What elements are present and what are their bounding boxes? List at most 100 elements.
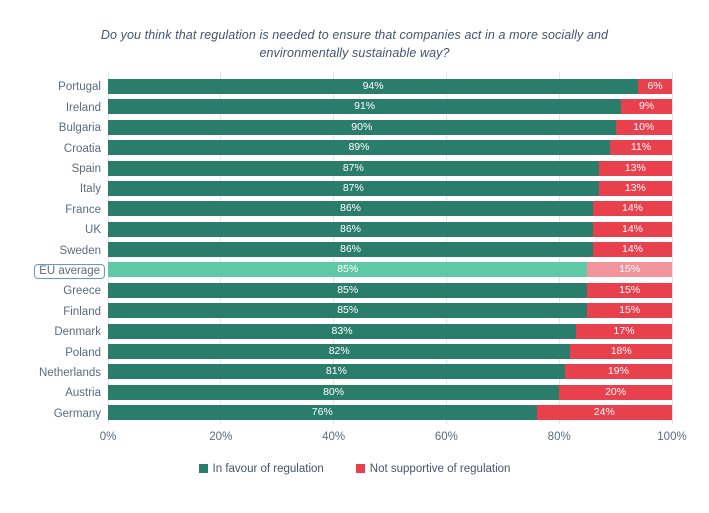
x-axis-tick: 40% (322, 430, 346, 443)
category-label-cell: Greece (0, 281, 108, 299)
chart-row: Greece 85% 15% (0, 280, 709, 300)
chart-row: Austria 80% 20% (0, 382, 709, 402)
bar-segment-favour: 86% (108, 242, 594, 258)
category-label: Portugal (58, 81, 101, 94)
stacked-bar: 86% 14% (108, 201, 672, 217)
bar-segment-favour: 80% (108, 384, 560, 400)
stacked-bar: 85% 15% (108, 303, 672, 319)
bar-segment-favour: 87% (108, 160, 599, 176)
category-label: Denmark (54, 326, 101, 339)
legend-label-against: Not supportive of regulation (369, 462, 511, 475)
chart-row: Bulgaria 90% 10% (0, 117, 709, 137)
bar-segment-favour: 76% (108, 405, 537, 421)
category-label: Croatia (63, 142, 101, 155)
bar-segment-favour: 94% (108, 78, 639, 94)
stacked-bar: 91% 9% (108, 99, 672, 115)
bar-segment-favour: 90% (108, 119, 616, 135)
chart-row: UK 86% 14% (0, 219, 709, 239)
chart-row: Netherlands 81% 19% (0, 362, 709, 382)
stacked-bar: 81% 19% (108, 364, 672, 380)
bar-segment-against: 15% (587, 303, 672, 319)
chart-title-line2: environmentally sustainable way? (259, 46, 450, 61)
chart-row: Poland 82% 18% (0, 341, 709, 361)
stacked-bar: 94% 6% (108, 78, 672, 94)
category-label: Greece (63, 285, 101, 298)
chart-row: Denmark 83% 17% (0, 321, 709, 341)
category-label: Spain (71, 163, 101, 175)
category-label-cell: Bulgaria (0, 118, 108, 136)
chart-row: Portugal 94% 6% (0, 76, 709, 96)
stacked-bar: 86% 14% (108, 242, 672, 258)
bar-segment-against: 15% (587, 262, 672, 278)
stacked-bar: 76% 24% (108, 405, 672, 421)
bar-segment-against: 14% (593, 201, 672, 217)
category-label: Finland (63, 305, 101, 318)
legend-swatch-green (198, 464, 208, 474)
stacked-bar: 80% 20% (108, 384, 672, 400)
x-axis-tick: 80% (547, 430, 571, 443)
bar-segment-favour: 81% (108, 364, 565, 380)
bar-segment-favour: 85% (108, 282, 588, 298)
stacked-bar: 87% 13% (108, 160, 672, 176)
category-label-cell: Austria (0, 383, 108, 401)
category-label: UK (85, 224, 101, 237)
category-label-cell: Italy (0, 179, 108, 197)
x-axis-tick: 60% (434, 430, 458, 443)
x-axis: 0% 20% 40% 60% 80% 100% (100, 430, 687, 447)
category-label-cell: UK (0, 220, 108, 238)
stacked-bar: 90% 10% (108, 119, 672, 135)
bar-segment-against: 18% (570, 344, 672, 360)
category-label: Sweden (59, 244, 101, 257)
chart-title: Do you think that regulation is needed t… (55, 26, 655, 62)
legend-item-against: Not supportive of regulation (355, 462, 511, 475)
bar-segment-against: 15% (587, 282, 672, 298)
stacked-bar: 87% 13% (108, 180, 672, 196)
x-axis-tick: 0% (99, 430, 117, 443)
category-label-cell: Finland (0, 302, 108, 320)
chart-row: Spain 87% 13% (0, 158, 709, 178)
bar-segment-favour: 82% (108, 344, 571, 360)
bar-segment-against: 14% (593, 221, 672, 237)
chart-row: Finland 85% 15% (0, 301, 709, 321)
x-axis-tick: 100% (657, 430, 687, 443)
chart-area: Portugal 94% 6% Ireland 91% 9% Bulgaria … (0, 70, 709, 447)
stacked-bar: 89% 11% (108, 140, 672, 156)
chart-rows: Portugal 94% 6% Ireland 91% 9% Bulgaria … (0, 70, 709, 423)
bar-segment-against: 19% (564, 364, 672, 380)
category-label: Netherlands (38, 366, 101, 379)
stacked-bar: 82% 18% (108, 344, 672, 360)
chart-row: Italy 87% 13% (0, 178, 709, 198)
category-label-cell: Denmark (0, 322, 108, 340)
chart-title-line1: Do you think that regulation is needed t… (100, 28, 609, 42)
category-label: France (65, 203, 101, 216)
category-label: Germany (53, 407, 101, 420)
category-label: Austria (65, 387, 101, 400)
category-label-cell: Germany (0, 404, 108, 422)
bar-segment-against: 20% (559, 384, 672, 400)
bar-segment-favour: 86% (108, 221, 594, 237)
legend-label-favour: In favour of regulation (212, 462, 324, 475)
chart-row: Germany 76% 24% (0, 403, 709, 423)
bar-segment-favour: 89% (108, 140, 610, 156)
chart-row: Sweden 86% 14% (0, 239, 709, 259)
bar-segment-against: 14% (593, 242, 672, 258)
bar-segment-against: 13% (598, 160, 672, 176)
category-label: Poland (65, 346, 101, 359)
category-label-cell: Poland (0, 343, 108, 361)
chart-row: Ireland 91% 9% (0, 97, 709, 117)
category-label-cell: EU average (0, 261, 108, 279)
stacked-bar: 85% 15% (108, 282, 672, 298)
bar-segment-favour: 85% (108, 303, 588, 319)
stacked-bar: 85% 15% (108, 262, 672, 278)
category-label: Bulgaria (58, 122, 101, 135)
category-label-cell: Sweden (0, 241, 108, 259)
bar-segment-against: 11% (609, 140, 672, 156)
x-axis-tick: 20% (209, 430, 233, 443)
legend-item-favour: In favour of regulation (198, 462, 324, 475)
bar-segment-favour: 91% (108, 99, 622, 115)
chart-row: France 86% 14% (0, 199, 709, 219)
bar-segment-against: 10% (615, 119, 672, 135)
stacked-bar: 86% 14% (108, 221, 672, 237)
category-label-cell: Croatia (0, 139, 108, 157)
